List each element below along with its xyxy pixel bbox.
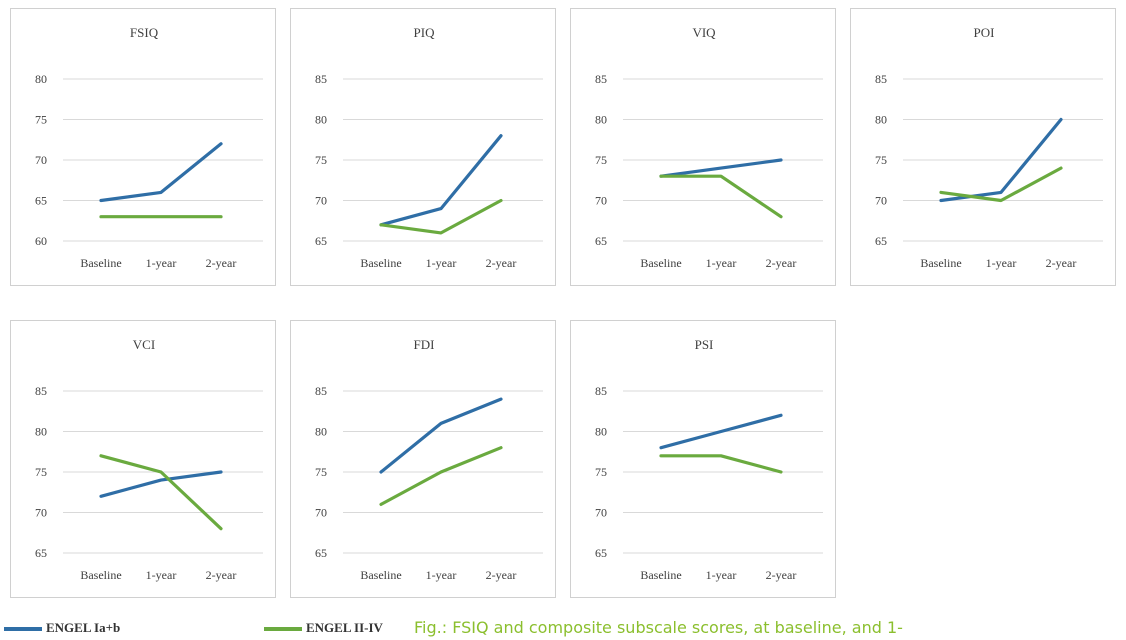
series-line-engel-ii-iv	[99, 454, 223, 531]
y-tick-label: 70	[315, 506, 327, 520]
figure-caption: Fig.: FSIQ and composite subscale scores…	[414, 618, 903, 637]
x-tick-label: Baseline	[360, 256, 401, 270]
x-tick-label: 2-year	[766, 568, 797, 582]
chart-panel-psi: PSI 65 70 75 80 85 Baseline 1-year 2-year	[570, 320, 836, 598]
chart-panel-viq: VIQ 65 70 75 80 85 Baseline 1-year 2-year	[570, 8, 836, 286]
y-tick-label: 65	[35, 546, 47, 560]
y-tick-label: 75	[35, 465, 47, 479]
legend-item-engel-ii-iv: ENGEL II-IV	[264, 620, 383, 636]
x-tick-label: 2-year	[486, 568, 517, 582]
x-tick-label: 2-year	[1046, 256, 1077, 270]
y-tick-label: 70	[35, 153, 47, 167]
y-tick-label: 75	[315, 153, 327, 167]
chart-title: FSIQ	[130, 25, 159, 40]
series-line-engel-ii-iv	[379, 198, 503, 235]
y-tick-label: 85	[35, 384, 47, 398]
legend-label-engel-ia-b: ENGEL Ia+b	[46, 620, 121, 635]
y-tick-label: 85	[875, 72, 887, 86]
chart-title: PSI	[695, 337, 714, 352]
y-tick-label: 80	[315, 425, 327, 439]
y-tick-label: 70	[595, 506, 607, 520]
y-tick-label: 80	[595, 113, 607, 127]
legend-label-engel-ii-iv: ENGEL II-IV	[306, 620, 383, 635]
y-tick-label: 65	[35, 194, 47, 208]
y-tick-label: 75	[595, 153, 607, 167]
x-tick-label: 2-year	[206, 256, 237, 270]
y-tick-label: 80	[35, 425, 47, 439]
y-tick-label: 80	[35, 72, 47, 86]
x-tick-label: 1-year	[986, 256, 1017, 270]
legend-swatch-engel-ia-b	[4, 627, 42, 632]
x-tick-label: 1-year	[426, 256, 457, 270]
x-tick-label: 1-year	[706, 256, 737, 270]
chart-title: VCI	[133, 337, 155, 352]
y-tick-label: 70	[875, 194, 887, 208]
legend-item-engel-ia-b: ENGEL Ia+b	[4, 620, 120, 636]
series-line-engel-ii-iv	[939, 166, 1063, 203]
series-line-engel-ii-iv	[379, 446, 503, 506]
x-tick-label: 1-year	[706, 568, 737, 582]
y-tick-label: 75	[315, 465, 327, 479]
y-tick-label: 65	[595, 546, 607, 560]
y-tick-label: 65	[595, 234, 607, 248]
chart-title: FDI	[414, 337, 435, 352]
y-tick-label: 60	[35, 234, 47, 248]
y-tick-label: 75	[35, 113, 47, 127]
y-tick-label: 65	[315, 546, 327, 560]
y-tick-label: 80	[595, 425, 607, 439]
chart-panel-fsiq: FSIQ 60 65 70 75 80 Baseline 1-year 2-year	[10, 8, 276, 286]
series-line-engel-ia-b	[659, 158, 783, 178]
y-tick-label: 80	[315, 113, 327, 127]
series-line-engel-ia-b	[379, 397, 503, 474]
x-tick-label: Baseline	[360, 568, 401, 582]
chart-svg-vci: VCI 65 70 75 80 85 Baseline 1-year 2-year	[35, 337, 263, 582]
series-line-engel-ia-b	[379, 134, 503, 227]
chart-svg-psi: PSI 65 70 75 80 85 Baseline 1-year 2-year	[595, 337, 823, 582]
chart-panel-piq: PIQ 65 70 75 80 85 Baseline 1-year 2-year	[290, 8, 556, 286]
series-line-engel-ia-b	[939, 117, 1063, 203]
y-tick-label: 80	[875, 113, 887, 127]
y-tick-label: 70	[315, 194, 327, 208]
chart-title: POI	[974, 25, 995, 40]
x-tick-label: Baseline	[920, 256, 961, 270]
y-tick-label: 75	[875, 153, 887, 167]
x-tick-label: Baseline	[640, 568, 681, 582]
series-line-engel-ii-iv	[659, 174, 783, 219]
y-tick-label: 85	[315, 384, 327, 398]
chart-svg-viq: VIQ 65 70 75 80 85 Baseline 1-year 2-year	[595, 25, 823, 270]
chart-svg-poi: POI 65 70 75 80 85 Baseline 1-year 2-year	[875, 25, 1103, 270]
y-tick-label: 70	[595, 194, 607, 208]
y-tick-label: 75	[595, 465, 607, 479]
x-tick-label: Baseline	[80, 568, 121, 582]
x-tick-label: 1-year	[146, 568, 177, 582]
x-tick-label: Baseline	[80, 256, 121, 270]
x-tick-label: Baseline	[640, 256, 681, 270]
x-tick-label: 2-year	[766, 256, 797, 270]
chart-title: VIQ	[692, 25, 716, 40]
chart-panel-vci: VCI 65 70 75 80 85 Baseline 1-year 2-year	[10, 320, 276, 598]
x-tick-label: 1-year	[426, 568, 457, 582]
chart-svg-piq: PIQ 65 70 75 80 85 Baseline 1-year 2-year	[315, 25, 543, 270]
y-tick-label: 65	[875, 234, 887, 248]
y-tick-label: 70	[35, 506, 47, 520]
x-tick-label: 2-year	[486, 256, 517, 270]
series-line-engel-ia-b	[99, 142, 223, 203]
chart-panel-poi: POI 65 70 75 80 85 Baseline 1-year 2-year	[850, 8, 1116, 286]
chart-panel-fdi: FDI 65 70 75 80 85 Baseline 1-year 2-year	[290, 320, 556, 598]
chart-svg-fdi: FDI 65 70 75 80 85 Baseline 1-year 2-year	[315, 337, 543, 582]
series-line-engel-ia-b	[99, 470, 223, 498]
series-line-engel-ia-b	[659, 413, 783, 450]
legend: ENGEL Ia+b ENGEL II-IV Fig.: FSIQ and co…	[0, 612, 1126, 640]
x-tick-label: 1-year	[146, 256, 177, 270]
y-tick-label: 85	[595, 72, 607, 86]
y-tick-label: 65	[315, 234, 327, 248]
chart-title: PIQ	[414, 25, 436, 40]
y-tick-label: 85	[315, 72, 327, 86]
x-tick-label: 2-year	[206, 568, 237, 582]
series-line-engel-ii-iv	[659, 454, 783, 474]
y-tick-label: 85	[595, 384, 607, 398]
chart-svg-fsiq: FSIQ 60 65 70 75 80 Baseline 1-year 2-year	[35, 25, 263, 270]
legend-swatch-engel-ii-iv	[264, 627, 302, 632]
